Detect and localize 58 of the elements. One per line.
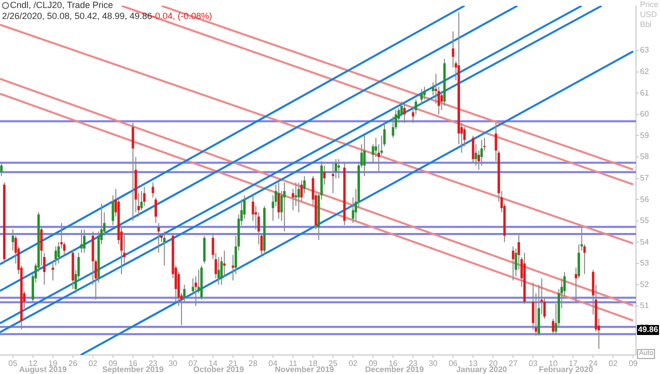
text: 2/26/2020, 50.08, 50.42, 48.99, 49.86 xyxy=(2,11,152,21)
y-tick-label: 59 xyxy=(640,130,650,140)
y-tick-label: 62 xyxy=(640,67,650,76)
x-tick-label: 05 xyxy=(8,359,18,368)
candlestick xyxy=(0,162,3,177)
x-tick-label: 06 xyxy=(448,359,458,368)
y-tick-label: 58 xyxy=(640,152,650,162)
y-tick-label: 54 xyxy=(640,237,650,246)
candlestick xyxy=(277,182,280,220)
candlestick xyxy=(157,222,160,254)
y-tick-label: 63 xyxy=(640,46,650,55)
x-tick-label: 02 xyxy=(608,359,618,368)
x-tick-label: 26 xyxy=(68,359,78,368)
x-tick-label: 02 xyxy=(348,359,358,368)
candlestick xyxy=(163,231,166,266)
y-tick-label: 60 xyxy=(640,110,650,119)
y-tick-label: 56 xyxy=(640,194,650,204)
annotation: -0.04, (-0.08%) xyxy=(152,11,212,21)
candlestick xyxy=(223,250,226,277)
candlestick xyxy=(480,139,483,166)
x-tick-label: 27 xyxy=(508,359,518,368)
y-tick-label: 55 xyxy=(640,216,650,226)
y-axis-title: Price USD Bbl xyxy=(640,0,660,30)
x-tick-label: 30 xyxy=(428,359,438,368)
candlestick xyxy=(297,182,300,213)
candlestick xyxy=(420,88,423,104)
x-tick-label: 03 xyxy=(528,359,538,368)
candlestick xyxy=(154,196,157,224)
candlestick xyxy=(283,182,286,232)
candlestick xyxy=(452,30,454,68)
y-tick-label: 51 xyxy=(640,301,650,310)
y-tick-label: 53 xyxy=(640,258,650,268)
candlestick xyxy=(152,182,154,198)
candlestick xyxy=(217,256,220,286)
candlestick xyxy=(338,158,340,179)
candlestick xyxy=(474,144,478,166)
chart-title: Cndl, /CLJ20, Trade Price xyxy=(10,0,114,10)
text: October 2019 xyxy=(193,365,244,374)
y-tick-label: 61 xyxy=(640,88,650,98)
candlestick xyxy=(143,186,146,206)
candlestick xyxy=(203,235,206,264)
y-tick-label: 52 xyxy=(640,280,650,289)
candlestick xyxy=(323,164,326,186)
candlestick xyxy=(512,246,514,281)
x-tick-label: 02 xyxy=(88,359,98,368)
candlestick xyxy=(232,254,234,281)
x-tick-label: 28 xyxy=(248,359,258,368)
candlestick xyxy=(83,228,86,254)
candlestick xyxy=(440,90,443,111)
text: February 2020 xyxy=(538,365,594,374)
text: December 2019 xyxy=(365,365,424,374)
x-tick-label: 30 xyxy=(168,359,178,368)
y-tick-label: 57 xyxy=(640,173,650,182)
candlestick xyxy=(363,135,366,177)
candlestick xyxy=(132,122,134,222)
annotation: 49.86 xyxy=(637,325,660,336)
x-tick-label: 09 xyxy=(628,359,638,368)
candlestick xyxy=(472,135,474,164)
